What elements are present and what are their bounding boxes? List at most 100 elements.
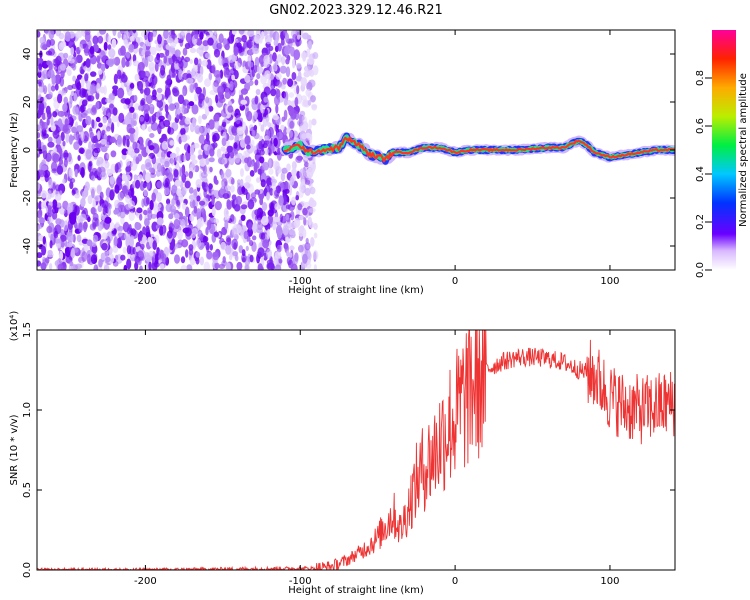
noise-blob <box>307 161 314 170</box>
noise-blob <box>289 245 295 251</box>
noise-blob <box>296 34 301 40</box>
noise-blob <box>154 62 159 72</box>
noise-blob <box>114 184 120 194</box>
noise-blob <box>292 254 299 265</box>
noise-blob <box>67 40 75 49</box>
noise-blob <box>145 172 151 183</box>
noise-blob <box>64 247 69 254</box>
snr-x-label: Height of straight line (km) <box>288 585 424 596</box>
noise-blob <box>92 35 99 45</box>
noise-blob <box>37 138 42 150</box>
noise-blob <box>208 119 216 130</box>
noise-blob <box>71 126 77 134</box>
noise-blob <box>164 90 170 98</box>
noise-blob <box>306 167 314 179</box>
noise-blob <box>173 192 178 201</box>
noise-blob <box>48 178 54 189</box>
noise-blob <box>194 93 198 102</box>
noise-blob <box>189 163 196 173</box>
noise-blob <box>168 213 174 220</box>
noise-blob <box>160 157 166 164</box>
noise-blob <box>87 95 95 102</box>
noise-blob <box>238 30 245 35</box>
noise-blob <box>282 225 290 235</box>
snr-series <box>37 330 675 570</box>
noise-blob <box>158 52 165 58</box>
noise-blob <box>276 54 282 63</box>
noise-blob <box>257 66 264 74</box>
noise-blob <box>74 169 78 178</box>
noise-blob <box>163 55 167 64</box>
noise-blob <box>140 243 145 250</box>
noise-blob <box>54 83 59 91</box>
noise-blob <box>198 58 202 67</box>
x-tick-label: -200 <box>134 276 157 287</box>
noise-blob <box>112 85 119 91</box>
noise-blob <box>148 145 155 151</box>
noise-blob <box>302 207 308 216</box>
noise-blob <box>201 181 206 190</box>
noise-blob <box>37 252 43 259</box>
noise-blob <box>60 131 65 142</box>
noise-blob <box>257 263 263 270</box>
noise-blob <box>60 40 67 48</box>
noise-blob <box>149 46 157 56</box>
noise-blob <box>66 231 73 237</box>
spectrogram-y-label: Frequency (Hz) <box>9 112 20 188</box>
noise-blob <box>171 238 176 249</box>
noise-blob <box>80 76 85 88</box>
noise-blob <box>240 168 244 177</box>
noise-blob <box>113 73 118 85</box>
noise-blob <box>65 132 70 143</box>
noise-blob <box>99 30 107 35</box>
noise-blob <box>130 118 135 129</box>
noise-blob <box>280 37 285 46</box>
noise-blob <box>221 137 227 147</box>
noise-blob <box>300 178 306 186</box>
noise-blob <box>182 99 190 106</box>
noise-blob <box>178 60 184 69</box>
snr-plot-area <box>37 330 675 570</box>
noise-blob <box>85 115 92 126</box>
noise-blob <box>42 258 49 267</box>
noise-blob <box>174 254 180 264</box>
noise-blob <box>47 136 53 143</box>
noise-blob <box>105 256 111 263</box>
noise-blob <box>173 169 179 178</box>
noise-blob <box>190 144 195 155</box>
noise-blob <box>143 70 150 79</box>
noise-blob <box>152 31 157 38</box>
noise-blob <box>174 49 181 58</box>
noise-blob <box>70 247 75 259</box>
noise-blob <box>101 232 108 240</box>
noise-blob <box>106 231 113 243</box>
noise-blob <box>185 32 192 43</box>
noise-blob <box>232 251 239 257</box>
noise-blob <box>105 59 113 66</box>
noise-blob <box>266 191 270 201</box>
noise-blob <box>208 157 215 163</box>
noise-blob <box>37 260 41 267</box>
noise-blob <box>233 242 238 251</box>
x-tick-label: 0 <box>452 276 458 287</box>
noise-blob <box>225 168 232 178</box>
noise-blob <box>310 199 317 208</box>
noise-blob <box>141 123 146 131</box>
noise-blob <box>283 109 288 121</box>
noise-blob <box>195 239 202 248</box>
noise-blob <box>42 44 48 50</box>
y-tick-label: 40 <box>22 48 33 61</box>
noise-blob <box>233 46 239 56</box>
noise-blob <box>63 52 69 59</box>
noise-blob <box>97 185 102 192</box>
noise-blob <box>281 167 288 174</box>
noise-blob <box>112 30 117 37</box>
noise-blob <box>173 218 180 230</box>
noise-blob <box>145 254 152 262</box>
noise-blob <box>262 239 270 249</box>
noise-blob <box>198 149 202 155</box>
noise-blob <box>215 94 219 104</box>
noise-blob <box>207 37 214 46</box>
noise-blob <box>69 261 74 267</box>
noise-blob <box>244 74 251 83</box>
